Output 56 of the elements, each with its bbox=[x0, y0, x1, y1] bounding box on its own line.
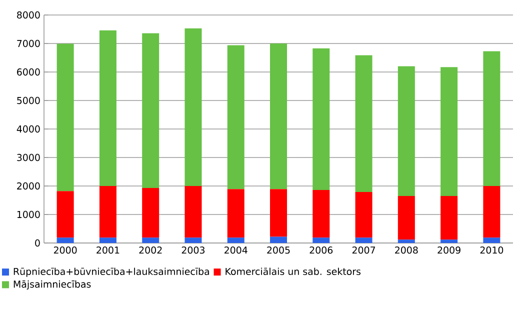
bar bbox=[56, 44, 74, 192]
bar bbox=[483, 186, 500, 238]
y-tick-label: 2000 bbox=[17, 182, 40, 190]
bar bbox=[440, 67, 458, 196]
bar bbox=[99, 30, 116, 186]
bar bbox=[312, 190, 330, 238]
bar bbox=[483, 238, 500, 243]
bar bbox=[227, 45, 244, 190]
bar bbox=[440, 240, 458, 243]
x-tick-label: 2010 bbox=[480, 246, 504, 254]
x-tick-label: 2008 bbox=[395, 246, 418, 254]
legend-label: Mājsaimniecības bbox=[14, 280, 91, 290]
x-tick-label: 2007 bbox=[352, 246, 376, 254]
x-tick-label: 2002 bbox=[139, 246, 162, 254]
x-tick-label: 2000 bbox=[54, 246, 77, 254]
y-tick-label: 1000 bbox=[17, 210, 40, 218]
x-tick-label: 2003 bbox=[182, 246, 205, 254]
bar bbox=[398, 66, 415, 196]
bar bbox=[184, 28, 202, 186]
x-tick-label: 2005 bbox=[267, 246, 290, 254]
bar bbox=[312, 238, 330, 243]
bar bbox=[99, 186, 116, 238]
x-tick-label: 2009 bbox=[438, 246, 460, 254]
bar bbox=[56, 191, 74, 238]
legend-label: Rūpniecība+būvniecība+lauksaimniecība bbox=[14, 268, 209, 277]
bar bbox=[398, 240, 415, 243]
bar bbox=[398, 196, 415, 240]
bar bbox=[270, 236, 288, 243]
bar bbox=[355, 238, 372, 243]
y-tick-label: 0 bbox=[35, 239, 40, 247]
bar bbox=[355, 192, 372, 238]
x-tick-label: 2001 bbox=[96, 246, 120, 254]
bar bbox=[227, 238, 244, 243]
y-tick-label: 7000 bbox=[17, 40, 40, 48]
bar bbox=[355, 55, 372, 192]
bar bbox=[270, 44, 288, 190]
x-tick-label: 2006 bbox=[310, 246, 333, 254]
bar bbox=[99, 238, 116, 243]
y-tick-label: 3000 bbox=[17, 154, 40, 162]
bar bbox=[184, 186, 202, 238]
y-tick-label: 4000 bbox=[16, 125, 40, 133]
legend-label: Komerciālais un sab. sektors bbox=[226, 268, 361, 276]
bar bbox=[440, 196, 458, 240]
bar bbox=[142, 188, 160, 238]
y-tick-label: 6000 bbox=[17, 68, 40, 76]
bar bbox=[142, 33, 160, 188]
x-tick-label: 2004 bbox=[224, 246, 248, 254]
bar bbox=[184, 238, 202, 243]
y-tick-label: 8000 bbox=[17, 11, 40, 19]
bar bbox=[142, 238, 160, 243]
bar bbox=[270, 189, 288, 237]
bar bbox=[56, 238, 74, 243]
bar bbox=[483, 51, 500, 186]
bar bbox=[312, 48, 330, 190]
bar bbox=[227, 189, 244, 238]
y-tick-label: 5000 bbox=[17, 96, 40, 104]
